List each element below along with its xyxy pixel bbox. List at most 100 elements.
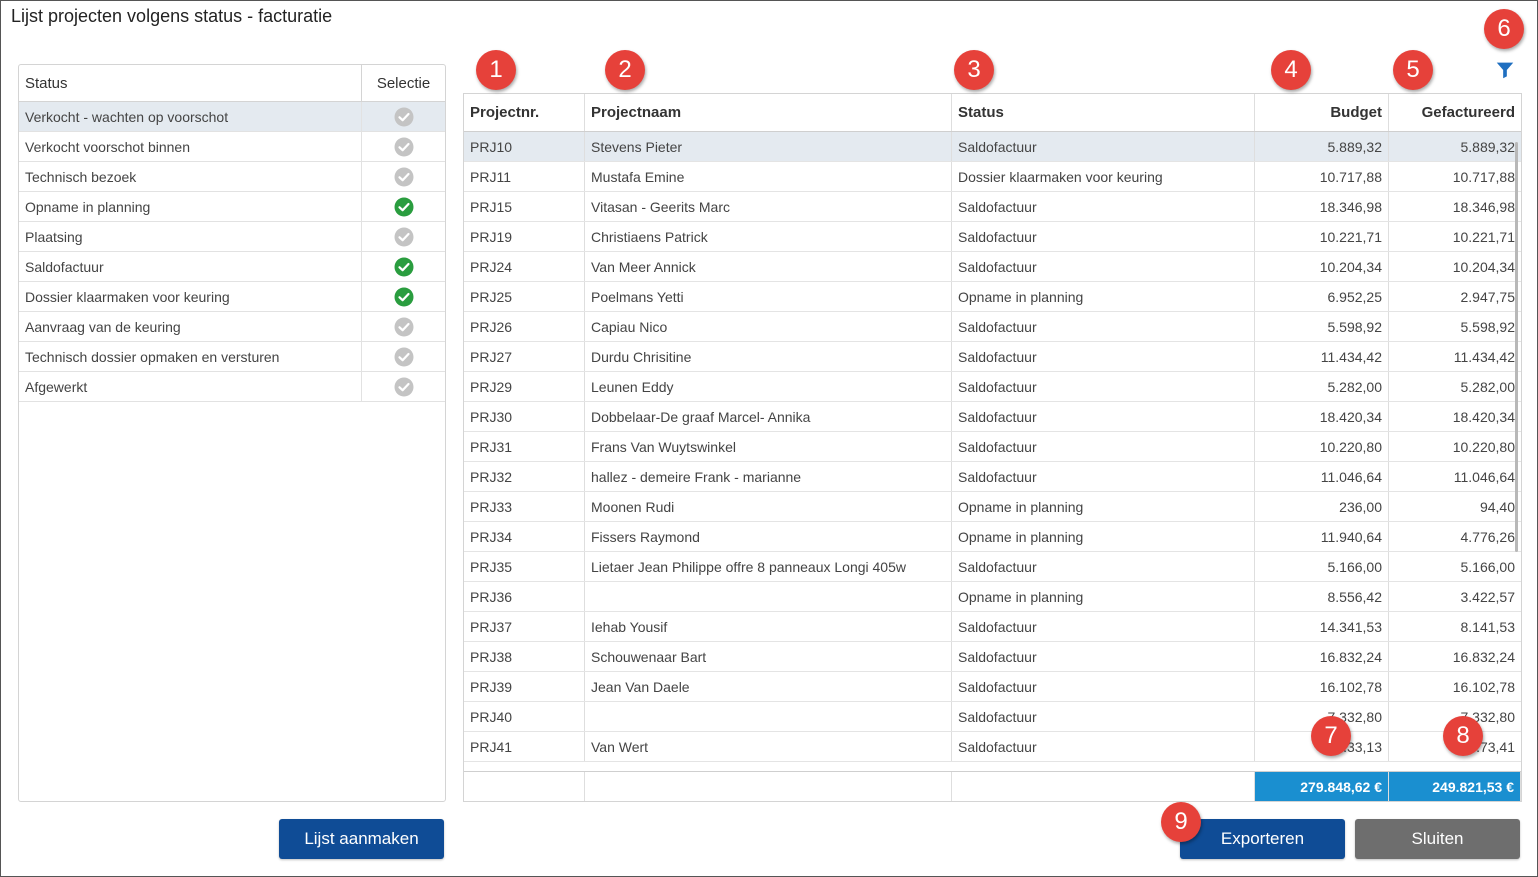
cell-projectnaam: Christiaens Patrick xyxy=(585,222,952,251)
cell-projectnaam: Moonen Rudi xyxy=(585,492,952,521)
table-row[interactable]: PRJ35 Lietaer Jean Philippe offre 8 panne… xyxy=(464,552,1521,582)
table-row[interactable]: PRJ24 Van Meer Annick Saldofactuur 10.204,3… xyxy=(464,252,1521,282)
table-row[interactable]: PRJ36 Opname in planning 8.556,42 3.422,57 xyxy=(464,582,1521,612)
table-row[interactable]: PRJ34 Fissers Raymond Opname in planning 11… xyxy=(464,522,1521,552)
cell-projectnr: PRJ38 xyxy=(464,642,585,671)
cell-projectnaam: Poelmans Yetti xyxy=(585,282,952,311)
cell-projectnr: PRJ32 xyxy=(464,462,585,491)
table-row[interactable]: PRJ31 Frans Van Wuytswinkel Saldofactuur 10… xyxy=(464,432,1521,462)
status-item[interactable]: Technisch dossier opmaken en versturen xyxy=(19,342,445,372)
cell-gefactureerd: 5.598,92 xyxy=(1460,318,1516,335)
cell-projectnr: PRJ36 xyxy=(464,582,585,611)
table-row[interactable]: PRJ40 Saldofactuur 7.332,80 7.332,80 xyxy=(464,702,1521,732)
cell-projectnr: PRJ11 xyxy=(464,162,585,191)
header-projectnr[interactable]: Projectnr. xyxy=(464,94,585,131)
table-row[interactable]: PRJ25 Poelmans Yetti Opname in planning 6.9… xyxy=(464,282,1521,312)
selectie-column-header[interactable]: Selectie xyxy=(376,74,431,92)
cell-projectnr: PRJ30 xyxy=(464,402,585,431)
cell-projectnr: PRJ25 xyxy=(464,282,585,311)
check-circle-icon[interactable] xyxy=(394,107,414,127)
cell-projectnr: PRJ40 xyxy=(464,702,585,731)
table-row[interactable]: PRJ29 Leunen Eddy Saldofactuur 5.282,00 5.28… xyxy=(464,372,1521,402)
cell-gefactureerd: 10.204,34 xyxy=(1452,258,1515,275)
cell-budget: 18.420,34 xyxy=(1255,402,1389,431)
cell-projectnr: PRJ19 xyxy=(464,222,585,251)
close-button[interactable]: Sluiten xyxy=(1355,819,1520,859)
status-item[interactable]: Plaatsing xyxy=(19,222,445,252)
create-list-button[interactable]: Lijst aanmaken xyxy=(279,819,444,859)
table-row[interactable]: PRJ41 Van Wert Saldofactuur ...33,13 ...73,4… xyxy=(464,732,1521,762)
header-projectnaam[interactable]: Projectnaam xyxy=(585,94,952,131)
check-circle-icon[interactable] xyxy=(394,137,414,157)
cell-projectnaam: Vitasan - Geerits Marc xyxy=(585,192,952,221)
table-row[interactable]: PRJ39 Jean Van Daele Saldofactuur 16.102,78… xyxy=(464,672,1521,702)
cell-budget: 10.204,34 xyxy=(1255,252,1389,281)
status-item-selectie[interactable] xyxy=(362,222,445,251)
status-item[interactable]: Saldofactuur xyxy=(19,252,445,282)
status-item-selectie[interactable] xyxy=(362,132,445,161)
status-item[interactable]: Verkocht voorschot binnen xyxy=(19,132,445,162)
table-row[interactable]: PRJ11 Mustafa Emine Dossier klaarmaken voo… xyxy=(464,162,1521,192)
table-row[interactable]: PRJ30 Dobbelaar-De graaf Marcel- Annika Sa… xyxy=(464,402,1521,432)
cell-budget: 18.346,98 xyxy=(1255,192,1389,221)
status-item[interactable]: Technisch bezoek xyxy=(19,162,445,192)
cell-projectnaam: Fissers Raymond xyxy=(585,522,952,551)
status-item-label: Technisch dossier opmaken en versturen xyxy=(19,342,362,371)
cell-gefactureerd: 16.832,24 xyxy=(1452,648,1515,665)
table-row[interactable]: PRJ27 Durdu Chrisitine Saldofactuur 11.434,… xyxy=(464,342,1521,372)
filter-icon[interactable] xyxy=(1494,59,1516,81)
export-button[interactable]: Exporteren xyxy=(1180,819,1345,859)
cell-projectnaam: Durdu Chrisitine xyxy=(585,342,952,371)
status-item-selectie[interactable] xyxy=(362,342,445,371)
table-row[interactable]: PRJ37 Iehab Yousif Saldofactuur 14.341,53 8.… xyxy=(464,612,1521,642)
cell-budget: 10.717,88 xyxy=(1255,162,1389,191)
table-row[interactable]: PRJ38 Schouwenaar Bart Saldofactuur 16.832,… xyxy=(464,642,1521,672)
table-row[interactable]: PRJ19 Christiaens Patrick Saldofactuur 10.2… xyxy=(464,222,1521,252)
cell-gefactureerd: 5.166,00 xyxy=(1460,558,1516,575)
cell-budget: 10.220,80 xyxy=(1255,432,1389,461)
status-item-selectie[interactable] xyxy=(362,192,445,221)
status-item[interactable]: Aanvraag van de keuring xyxy=(19,312,445,342)
status-item[interactable]: Opname in planning xyxy=(19,192,445,222)
table-row[interactable]: PRJ26 Capiau Nico Saldofactuur 5.598,92 5.59… xyxy=(464,312,1521,342)
table-row[interactable]: PRJ32 hallez - demeire Frank - marianne Sa… xyxy=(464,462,1521,492)
table-scrollbar[interactable] xyxy=(1515,142,1518,552)
check-circle-icon[interactable] xyxy=(394,347,414,367)
status-column-header[interactable]: Status xyxy=(19,65,362,101)
cell-status: Saldofactuur xyxy=(952,672,1255,701)
status-item[interactable]: Dossier klaarmaken voor keuring xyxy=(19,282,445,312)
check-circle-icon[interactable] xyxy=(394,227,414,247)
check-circle-icon[interactable] xyxy=(394,377,414,397)
table-row[interactable]: PRJ33 Moonen Rudi Opname in planning 236,00… xyxy=(464,492,1521,522)
cell-status: Saldofactuur xyxy=(952,612,1255,641)
status-item-selectie[interactable] xyxy=(362,282,445,311)
cell-status: Saldofactuur xyxy=(952,462,1255,491)
total-gefactureerd: 249.821,53 € xyxy=(1389,772,1521,801)
status-item-selectie[interactable] xyxy=(362,252,445,281)
header-gefactureerd[interactable]: Gefactureerd xyxy=(1421,104,1515,121)
cell-status: Saldofactuur xyxy=(952,372,1255,401)
cell-budget: 236,00 xyxy=(1255,492,1389,521)
status-item-selectie[interactable] xyxy=(362,102,445,131)
check-circle-icon[interactable] xyxy=(394,257,414,277)
status-item-label: Verkocht - wachten op voorschot xyxy=(19,102,362,131)
cell-projectnaam: Lietaer Jean Philippe offre 8 panneaux L… xyxy=(585,552,952,581)
footer-empty-status xyxy=(952,772,1255,801)
check-circle-icon[interactable] xyxy=(394,317,414,337)
table-row[interactable]: PRJ15 Vitasan - Geerits Marc Saldofactuur 1… xyxy=(464,192,1521,222)
check-circle-icon[interactable] xyxy=(394,167,414,187)
check-circle-icon[interactable] xyxy=(394,287,414,307)
header-budget[interactable]: Budget xyxy=(1255,94,1389,131)
status-item[interactable]: Verkocht - wachten op voorschot xyxy=(19,102,445,132)
cell-budget: 16.832,24 xyxy=(1255,642,1389,671)
cell-gefactureerd: 16.102,78 xyxy=(1452,678,1515,695)
status-item[interactable]: Afgewerkt xyxy=(19,372,445,402)
status-item-selectie[interactable] xyxy=(362,162,445,191)
check-circle-icon[interactable] xyxy=(394,197,414,217)
status-item-selectie[interactable] xyxy=(362,372,445,401)
header-status[interactable]: Status xyxy=(952,94,1255,131)
cell-status: Dossier klaarmaken voor keuring xyxy=(952,162,1255,191)
status-item-selectie[interactable] xyxy=(362,312,445,341)
table-row[interactable]: PRJ10 Stevens Pieter Saldofactuur 5.889,32 5… xyxy=(464,132,1521,162)
cell-projectnr: PRJ26 xyxy=(464,312,585,341)
